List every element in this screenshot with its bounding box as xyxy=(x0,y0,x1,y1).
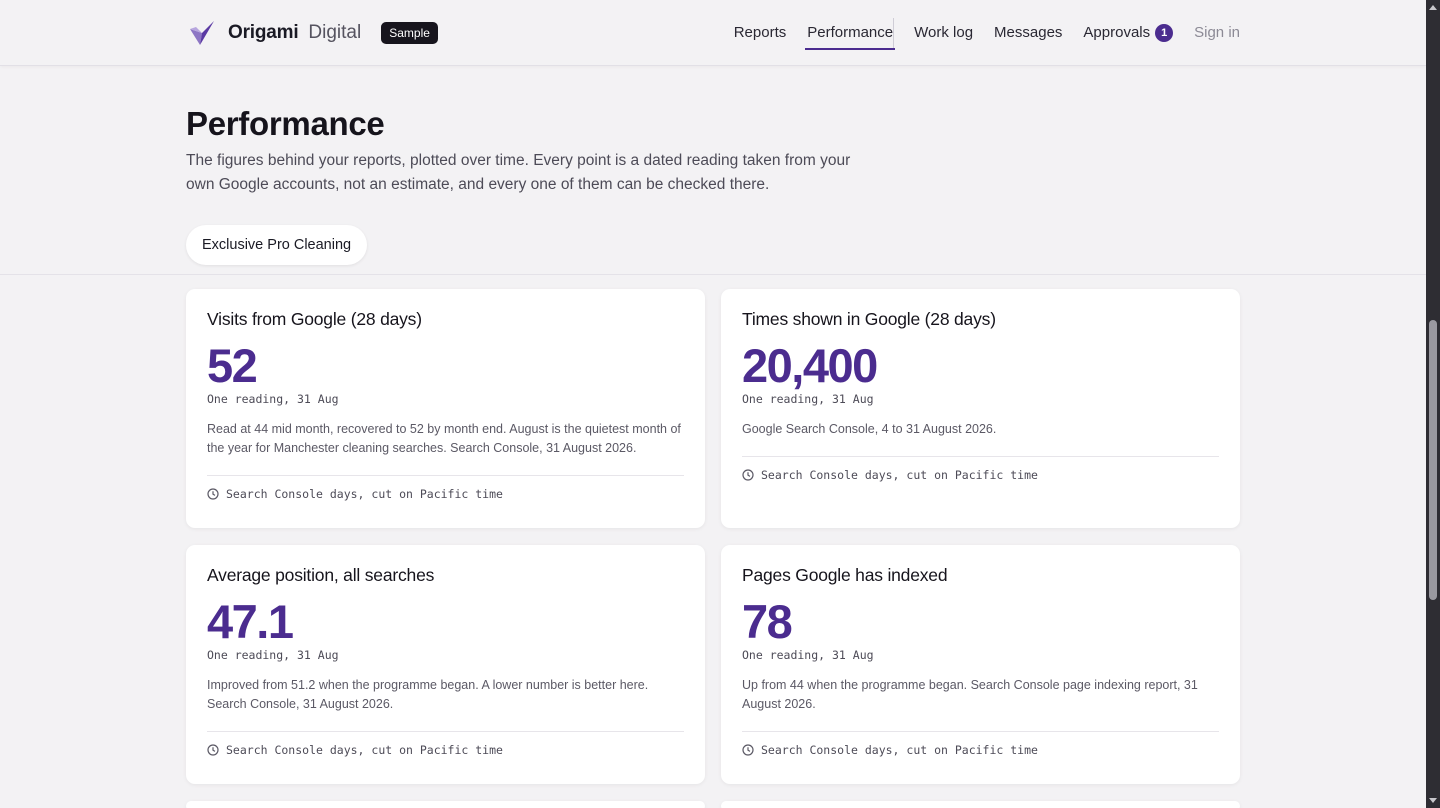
nav-reports[interactable]: Reports xyxy=(734,0,787,66)
metric-title: Pages Google has indexed xyxy=(742,565,948,585)
nav-approvals-label: Approvals xyxy=(1083,24,1151,41)
page-scrollbar[interactable] xyxy=(1426,0,1440,808)
metric-card-average-position: Average position, all searches 47.1 One … xyxy=(186,545,705,784)
metric-reading: One reading, 31 Aug xyxy=(207,648,339,662)
card-divider xyxy=(742,456,1219,457)
clock-icon xyxy=(207,744,219,756)
sample-badge: Sample xyxy=(381,22,438,44)
metric-card-indexed-pages: Pages Google has indexed 78 One reading,… xyxy=(721,545,1240,784)
nav-reports-label: Reports xyxy=(733,24,787,41)
metric-note: Google Search Console, 4 to 31 August 20… xyxy=(742,422,997,436)
metric-footnote-text: Search Console days, cut on Pacific time xyxy=(226,743,503,757)
metric-card-visits: Visits from Google (28 days) 52 One read… xyxy=(186,289,705,528)
brand[interactable]: Origami Digital Sample xyxy=(188,18,438,48)
metric-value: 52 xyxy=(207,339,258,392)
metric-card-partial-right xyxy=(721,801,1240,808)
metric-footnote-text: Search Console days, cut on Pacific time xyxy=(761,743,1038,757)
nav-divider xyxy=(893,18,895,48)
nav-work-log[interactable]: Work log xyxy=(914,0,973,66)
metric-value: 47.1 xyxy=(207,595,294,648)
metric-note: Read at 44 mid month, recovered to 52 by… xyxy=(207,422,681,455)
nav-work-log-label: Work log xyxy=(914,24,974,41)
nav-messages-label: Messages xyxy=(994,24,1063,41)
metric-card-partial-left xyxy=(186,801,705,808)
scrollbar-thumb[interactable] xyxy=(1429,320,1437,600)
metric-card-impressions: Times shown in Google (28 days) 20,400 O… xyxy=(721,289,1240,528)
metric-value: 20,400 xyxy=(742,339,878,392)
origami-logo-icon xyxy=(190,21,214,45)
page-description: The figures behind your reports, plotted… xyxy=(186,152,851,193)
card-divider xyxy=(742,731,1219,732)
metric-value: 78 xyxy=(742,595,793,648)
metric-footnote: Search Console days, cut on Pacific time xyxy=(207,732,684,768)
nav-performance-label: Performance xyxy=(807,24,894,41)
scroll-up-icon[interactable] xyxy=(1429,5,1437,10)
metric-footnote: Search Console days, cut on Pacific time xyxy=(742,457,1219,493)
metric-title: Visits from Google (28 days) xyxy=(207,309,422,329)
page-title: Performance xyxy=(186,105,385,142)
nav-messages[interactable]: Messages xyxy=(994,0,1062,66)
metric-footnote-text: Search Console days, cut on Pacific time xyxy=(761,468,1038,482)
metric-footnote-text: Search Console days, cut on Pacific time xyxy=(226,487,503,501)
clock-icon xyxy=(742,744,754,756)
metric-reading: One reading, 31 Aug xyxy=(742,648,874,662)
metric-note: Up from 44 when the programme began. Sea… xyxy=(742,678,1198,711)
main-nav: Reports Performance Work log Messages Ap… xyxy=(734,0,1240,66)
nav-sign-in-label: Sign in xyxy=(1194,24,1240,41)
metric-title: Average position, all searches xyxy=(207,565,435,585)
clock-icon xyxy=(207,488,219,500)
card-divider xyxy=(207,475,684,476)
brand-name: Origami xyxy=(228,22,299,43)
metric-reading: One reading, 31 Aug xyxy=(742,392,874,406)
metric-title: Times shown in Google (28 days) xyxy=(742,309,996,329)
metric-reading: One reading, 31 Aug xyxy=(207,392,339,406)
card-divider xyxy=(207,731,684,732)
scroll-down-icon[interactable] xyxy=(1429,798,1437,803)
metric-footnote: Search Console days, cut on Pacific time xyxy=(207,476,684,512)
client-selector-button[interactable]: Exclusive Pro Cleaning xyxy=(186,225,368,265)
metric-footnote: Search Console days, cut on Pacific time xyxy=(742,732,1219,768)
nav-sign-in[interactable]: Sign in xyxy=(1194,0,1240,66)
nav-approvals[interactable]: Approvals 1 xyxy=(1083,0,1174,66)
brand-subtitle: Digital xyxy=(308,22,362,43)
page-hero: Performance The figures behind your repo… xyxy=(0,67,1426,275)
top-navigation-bar: Origami Digital Sample Reports Performan… xyxy=(0,0,1426,66)
nav-performance[interactable]: Performance xyxy=(805,0,895,66)
approvals-count-badge: 1 xyxy=(1155,24,1174,42)
metric-note: Improved from 51.2 when the programme be… xyxy=(207,678,649,711)
clock-icon xyxy=(742,469,754,481)
